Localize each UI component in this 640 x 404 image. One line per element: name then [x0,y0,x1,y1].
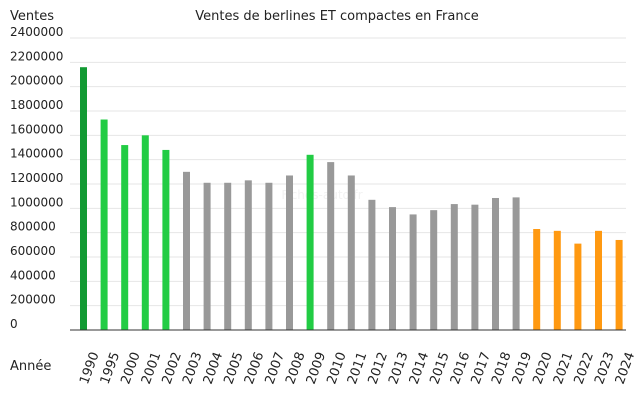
bar-2022 [574,243,582,330]
y-tick-label: 2400000 [10,25,63,39]
bar-2015 [430,210,438,330]
y-tick-label: 800000 [10,220,56,234]
bar-2021 [553,230,561,330]
bar-2014 [409,214,417,330]
bar-2011 [347,175,355,330]
y-tick-label: 0 [10,317,18,331]
bar-2009 [306,154,314,330]
bar-2004 [203,182,211,330]
bar-2012 [368,199,376,330]
chart-title: Ventes de berlines ET compactes en Franc… [195,9,478,24]
bar-2002 [162,149,170,330]
x-tick-labels: 1990199520002001200220032004200520062007… [77,350,638,386]
bar-2018 [492,197,499,330]
y-tick-label: 2000000 [10,74,63,88]
bar-2010 [327,162,335,330]
bar-2005 [224,182,232,330]
bar-2006 [244,180,252,330]
bar-2007 [265,182,273,330]
bar-2003 [183,171,190,330]
y-tick-label: 600000 [10,244,56,258]
bar-2013 [389,207,396,330]
bar-2020 [533,229,541,330]
y-tick-labels: 0 200000 400000 600000 800000 1000000 1200000 1… [10,25,63,331]
bar-1995 [100,119,108,331]
bar-2023 [595,230,602,330]
bar-1990 [80,67,87,330]
y-tick-label: 1600000 [10,122,63,136]
y-tick-label: 1200000 [10,171,63,185]
y-tick-label: 200000 [10,293,56,307]
watermark-text: Fiches-auto.fr [281,188,362,202]
y-tick-label: 1000000 [10,195,63,209]
y-axis-label: Ventes [10,9,54,24]
bar-2016 [450,204,458,330]
bar-2017 [471,204,479,330]
x-axis-label: Année [10,359,51,374]
y-tick-label: 1400000 [10,147,63,161]
bar-2008 [286,175,293,330]
bars-group [80,67,623,331]
bar-2019 [512,197,520,330]
bar-2000 [121,145,129,330]
y-tick-label: 400000 [10,268,56,282]
y-tick-label: 1800000 [10,98,63,112]
y-tick-label: 2200000 [10,49,63,63]
bar-2024 [615,239,623,330]
bar-2001 [141,135,149,330]
